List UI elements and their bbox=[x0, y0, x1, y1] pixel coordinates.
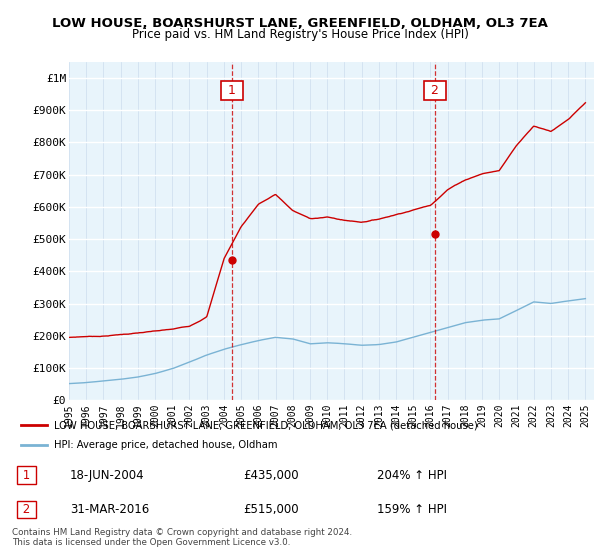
Text: 1: 1 bbox=[19, 469, 34, 482]
Text: LOW HOUSE, BOARSHURST LANE, GREENFIELD, OLDHAM, OL3 7EA: LOW HOUSE, BOARSHURST LANE, GREENFIELD, … bbox=[52, 17, 548, 30]
Text: HPI: Average price, detached house, Oldham: HPI: Average price, detached house, Oldh… bbox=[53, 441, 277, 450]
Text: 31-MAR-2016: 31-MAR-2016 bbox=[70, 503, 149, 516]
Text: £435,000: £435,000 bbox=[244, 469, 299, 482]
Text: 18-JUN-2004: 18-JUN-2004 bbox=[70, 469, 145, 482]
Text: 204% ↑ HPI: 204% ↑ HPI bbox=[377, 469, 447, 482]
Text: 2: 2 bbox=[19, 503, 34, 516]
Text: 2: 2 bbox=[427, 84, 443, 97]
Text: 1: 1 bbox=[224, 84, 240, 97]
Text: LOW HOUSE, BOARSHURST LANE, GREENFIELD, OLDHAM, OL3 7EA (detached house): LOW HOUSE, BOARSHURST LANE, GREENFIELD, … bbox=[53, 421, 478, 430]
Text: £515,000: £515,000 bbox=[244, 503, 299, 516]
Text: Price paid vs. HM Land Registry's House Price Index (HPI): Price paid vs. HM Land Registry's House … bbox=[131, 28, 469, 41]
Text: Contains HM Land Registry data © Crown copyright and database right 2024.
This d: Contains HM Land Registry data © Crown c… bbox=[12, 528, 352, 547]
Text: 159% ↑ HPI: 159% ↑ HPI bbox=[377, 503, 447, 516]
